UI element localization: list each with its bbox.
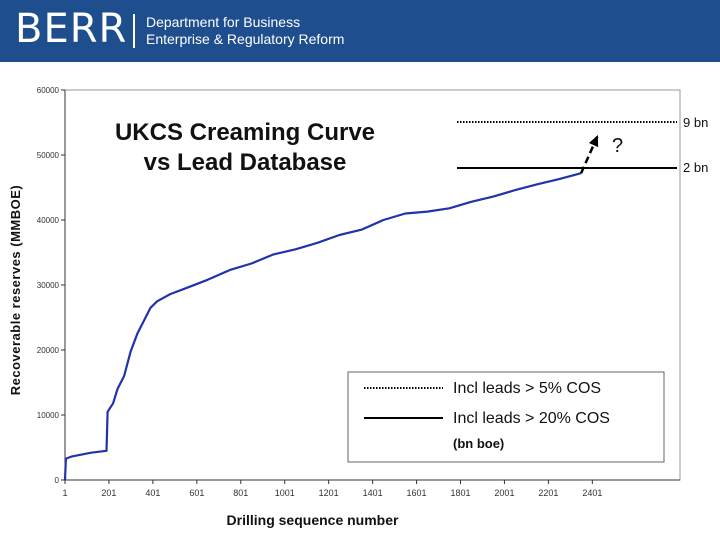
series-line-0 bbox=[63, 172, 582, 481]
y-tick-label: 20000 bbox=[37, 346, 60, 355]
chart-title: UKCS Creaming Curve vs Lead Database bbox=[80, 118, 410, 178]
y-tick-label: 30000 bbox=[37, 281, 60, 290]
y-axis-title: Recoverable reserves (MMBOE) bbox=[8, 185, 23, 396]
department-line-2: Enterprise & Regulatory Reform bbox=[146, 31, 345, 47]
reference-label-9bn: 9 bn bbox=[683, 115, 708, 130]
brand-divider bbox=[133, 14, 135, 48]
legend-note: (bn boe) bbox=[453, 436, 504, 451]
brand-logo: BERR bbox=[15, 6, 128, 52]
x-tick-label: 1001 bbox=[275, 488, 295, 498]
projection-arrowhead bbox=[588, 135, 599, 148]
x-tick-label: 2001 bbox=[494, 488, 514, 498]
y-tick-label: 50000 bbox=[37, 151, 60, 160]
x-tick-label: 601 bbox=[189, 488, 204, 498]
chart-title-line-2: vs Lead Database bbox=[143, 149, 347, 176]
y-tick-label: 40000 bbox=[37, 216, 60, 225]
y-tick-label: 60000 bbox=[37, 86, 60, 95]
x-tick-label: 201 bbox=[101, 488, 116, 498]
x-tick-label: 1601 bbox=[407, 488, 427, 498]
department-line-1: Department for Business bbox=[146, 14, 301, 30]
x-tick-label: 1801 bbox=[450, 488, 470, 498]
legend-label-5pct: Incl leads > 5% COS bbox=[453, 380, 601, 397]
legend-label-20pct: Incl leads > 20% COS bbox=[453, 410, 610, 427]
x-tick-label: 2201 bbox=[538, 488, 558, 498]
header-bar: BERR Department for Business Enterprise … bbox=[0, 0, 720, 62]
x-tick-label: 401 bbox=[145, 488, 160, 498]
y-tick-label: 0 bbox=[55, 476, 60, 485]
x-tick-label: 1 bbox=[62, 488, 67, 498]
x-axis-title: Drilling sequence number bbox=[227, 512, 399, 528]
chart-title-line-1: UKCS Creaming Curve bbox=[114, 119, 376, 146]
x-tick-label: 2401 bbox=[582, 488, 602, 498]
projection-question-mark: ? bbox=[612, 135, 623, 157]
x-tick-label: 1401 bbox=[363, 488, 383, 498]
x-tick-label: 801 bbox=[233, 488, 248, 498]
reference-label-2bn: 2 bn bbox=[683, 160, 708, 175]
x-tick-label: 1201 bbox=[319, 488, 339, 498]
y-tick-label: 10000 bbox=[37, 411, 60, 420]
